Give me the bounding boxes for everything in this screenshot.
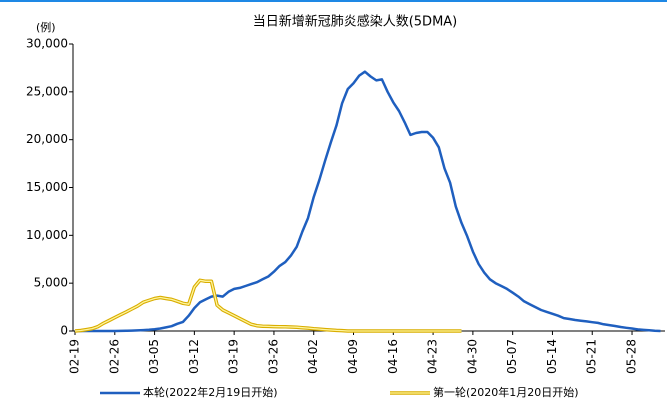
y-tick-label: 10,000: [26, 228, 68, 242]
x-tick-label: 05-21: [585, 339, 599, 374]
y-tick-label: 5,000: [34, 276, 68, 290]
legend-label: 第一轮(2020年1月20日开始): [433, 385, 579, 399]
x-tick-label: 02-19: [68, 339, 82, 374]
x-tick-label: 05-28: [625, 339, 639, 374]
x-tick-label: 03-26: [266, 339, 280, 374]
series-line: [74, 279, 462, 332]
x-tick-label: 03-05: [147, 339, 161, 374]
y-tick-label: 20,000: [26, 132, 68, 146]
x-tick-label: 04-09: [346, 339, 360, 374]
x-tick-label: 03-12: [187, 339, 201, 374]
x-tick-label: 04-23: [426, 339, 440, 374]
y-unit: (例): [36, 20, 56, 34]
x-tick-label: 03-19: [227, 339, 241, 374]
y-tick-label: 15,000: [26, 180, 68, 194]
x-tick-label: 05-14: [545, 339, 559, 374]
x-tick-label: 04-16: [386, 339, 400, 374]
x-tick-label: 04-02: [306, 339, 320, 374]
series-line-outline: [74, 278, 462, 333]
y-tick-label: 30,000: [26, 37, 68, 51]
legend-label: 本轮(2022年2月19日开始): [143, 385, 278, 399]
x-tick-label: 02-26: [107, 339, 121, 374]
top-border: [0, 0, 667, 2]
x-tick-label: 04-30: [465, 339, 479, 374]
y-tick-label: 25,000: [26, 84, 68, 98]
series-line: [75, 70, 661, 333]
y-tick-label: 0: [60, 324, 68, 338]
chart-title: 当日新增新冠肺炎感染人数(5DMA): [253, 14, 458, 30]
x-tick-label: 05-07: [505, 339, 519, 374]
